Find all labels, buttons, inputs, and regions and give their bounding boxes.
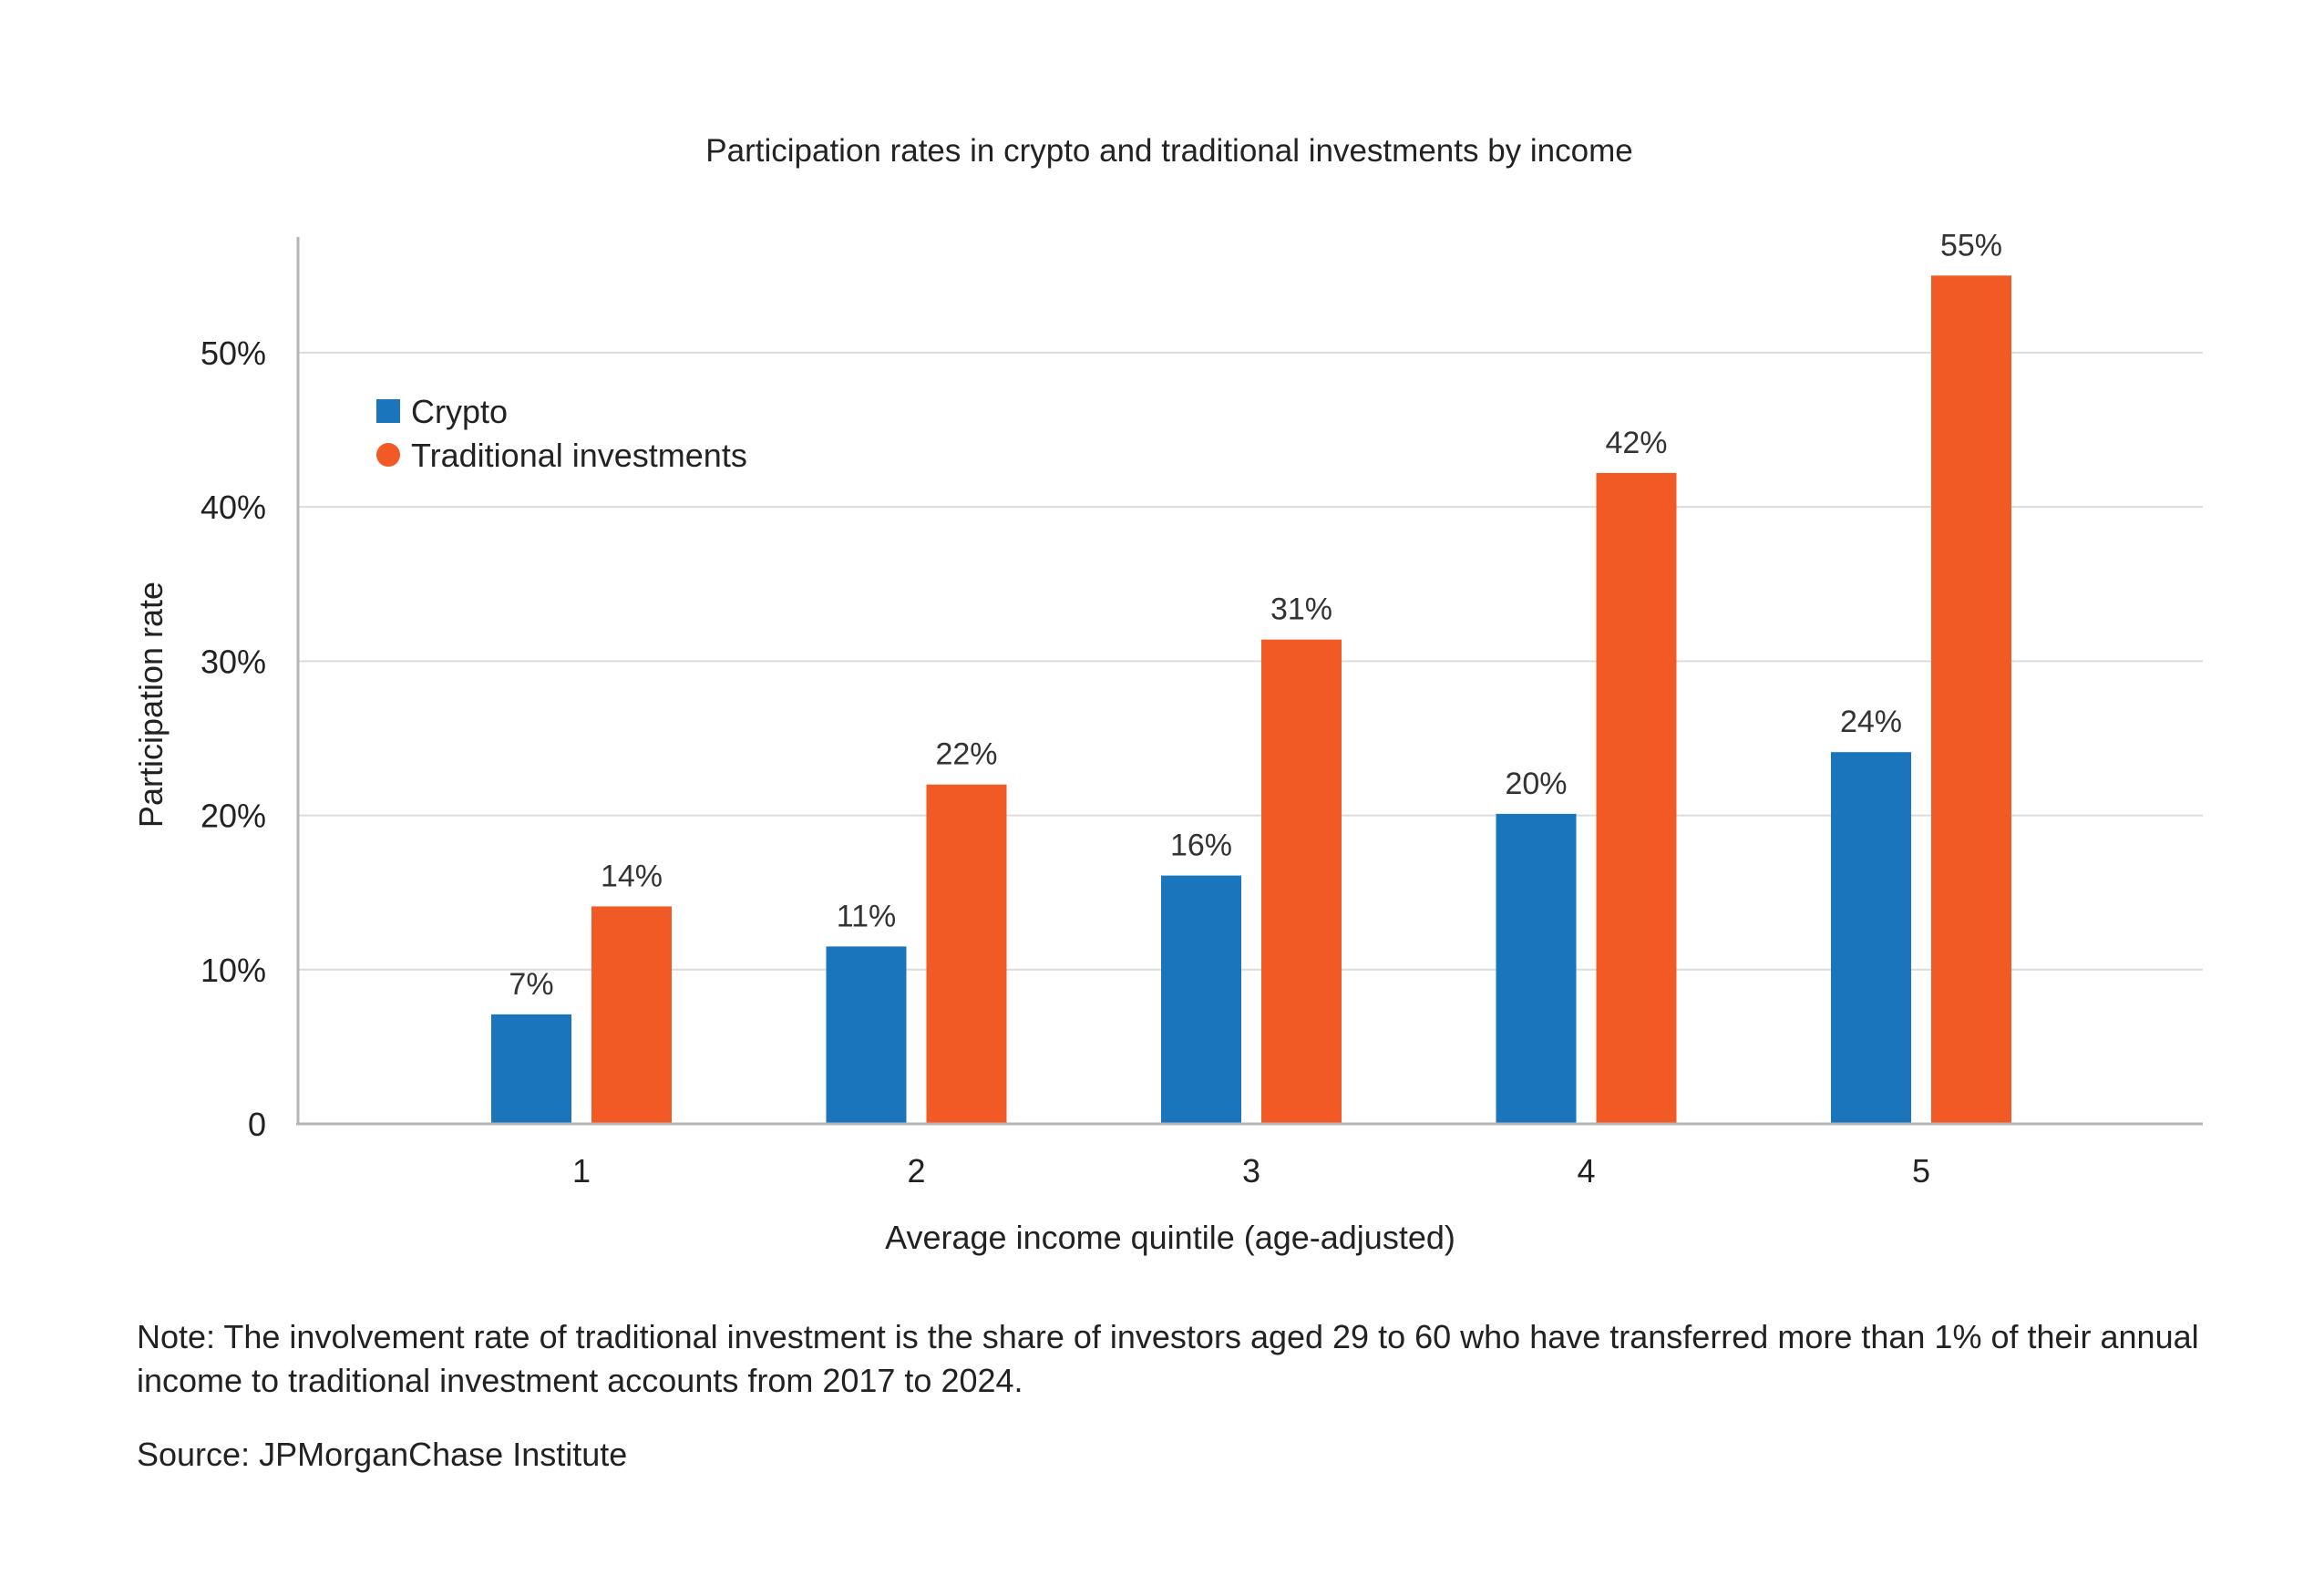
axes: 0 10% 20% 30% 40% 50% 1 2 3 4 5: [201, 237, 2203, 1190]
data-label: 20%: [1505, 767, 1567, 801]
x-tick-label: 2: [907, 1152, 925, 1190]
x-axis-label: Average income quintile (age-adjusted): [885, 1219, 1455, 1256]
legend-entry: Traditional investments: [411, 437, 747, 474]
legend-marker: [376, 443, 400, 467]
bar-crypto: [491, 1014, 571, 1124]
y-axis-label: Participation rate: [132, 582, 170, 828]
x-tick-label: 4: [1577, 1152, 1595, 1190]
data-label: 11%: [837, 899, 897, 933]
bar-traditional-investments: [591, 906, 672, 1124]
data-label: 22%: [935, 737, 997, 772]
bar-crypto: [826, 946, 907, 1124]
data-label: 24%: [1840, 705, 1902, 739]
legend: Crypto Traditional investments: [376, 393, 747, 474]
data-label: 14%: [601, 859, 663, 893]
bar-crypto: [1831, 752, 1911, 1124]
y-tick-label: 10%: [201, 952, 266, 989]
chart-title: Participation rates in crypto and tradit…: [705, 133, 1632, 169]
legend-marker: [376, 399, 400, 423]
x-tick-label: 1: [572, 1152, 591, 1190]
data-label: 31%: [1270, 592, 1332, 627]
x-tick-label: 3: [1242, 1152, 1260, 1190]
bar-crypto: [1161, 875, 1241, 1124]
chart-note: Note: The involvement rate of traditiona…: [137, 1318, 2199, 1399]
data-label: 16%: [1170, 829, 1232, 863]
y-tick-label: 30%: [201, 643, 266, 680]
data-label: 55%: [1940, 228, 2002, 263]
bar-traditional-investments: [926, 784, 1007, 1124]
chart-source: Source: JPMorganChase Institute: [137, 1436, 628, 1473]
bars: 7% 14% 11% 22% 16% 31% 20% 42% 24% 55%: [491, 228, 2011, 1125]
y-tick-label: 50%: [201, 335, 266, 372]
y-tick-label: 20%: [201, 798, 266, 835]
y-tick-label: 0: [248, 1106, 266, 1143]
bar-crypto: [1496, 813, 1577, 1124]
bar-traditional-investments: [1596, 472, 1677, 1124]
bar-traditional-investments: [1931, 275, 2011, 1125]
data-label: 7%: [509, 967, 553, 1002]
data-label: 42%: [1605, 426, 1667, 460]
x-tick-label: 5: [1912, 1152, 1930, 1190]
y-tick-label: 40%: [201, 489, 266, 526]
bar-traditional-investments: [1261, 639, 1342, 1124]
legend-entry: Crypto: [411, 393, 508, 430]
